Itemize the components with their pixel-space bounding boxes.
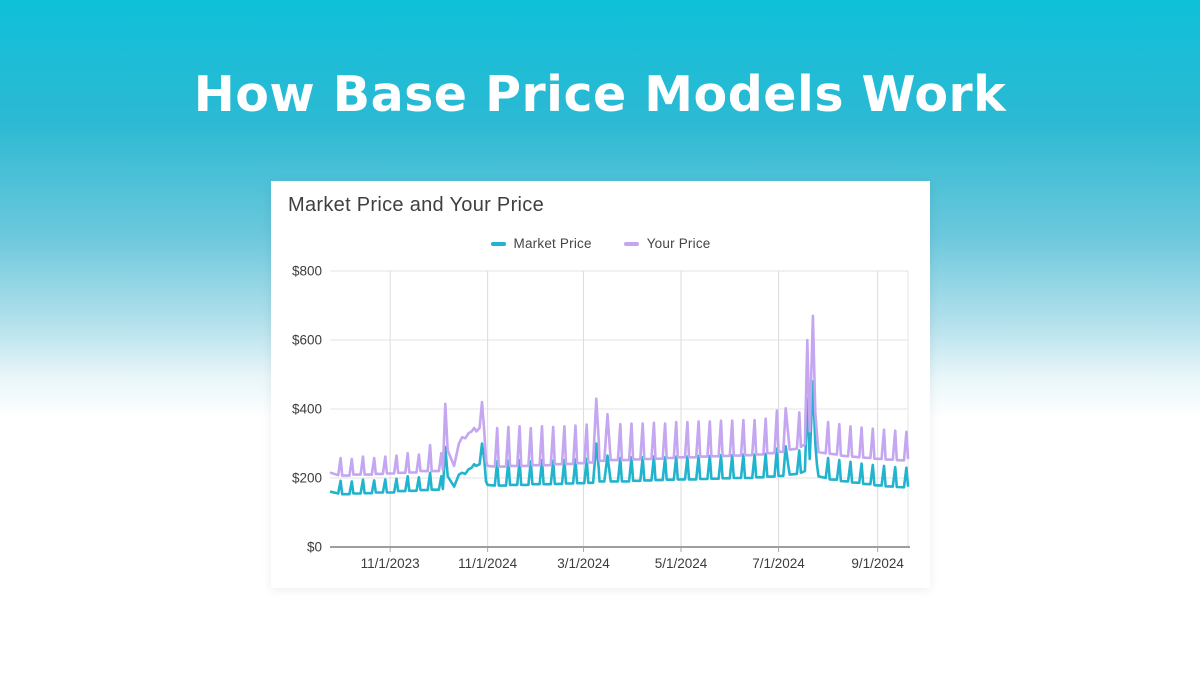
page-title: How Base Price Models Work <box>193 66 1007 123</box>
legend-item-market-price: Market Price <box>490 236 592 251</box>
legend-label-market-price: Market Price <box>513 236 592 251</box>
y-axis-label: $0 <box>307 540 322 555</box>
y-axis-label: $200 <box>292 471 322 486</box>
your-price-line <box>329 314 910 477</box>
price-line-chart: $0 $200 $400 $600 $800 11/1/2023 11/1/2024 3/1/… <box>292 264 910 571</box>
legend-label-your-price: Your Price <box>646 236 711 251</box>
x-axis-label: 7/1/2024 <box>752 556 805 571</box>
x-axis-label: 3/1/2024 <box>557 556 610 571</box>
x-axis-label: 9/1/2024 <box>851 556 904 571</box>
your-price-swatch-icon <box>623 241 639 246</box>
chart-card: Market Price and Your Price Market Price… <box>271 181 930 588</box>
x-axis-label: 5/1/2024 <box>655 556 708 571</box>
y-axis-label: $600 <box>292 333 322 348</box>
market-price-swatch-icon <box>490 241 506 246</box>
chart-legend: Market Price Your Price <box>271 236 930 251</box>
y-axis-label: $800 <box>292 264 322 279</box>
chart-title: Market Price and Your Price <box>288 194 545 216</box>
x-axis-label: 11/1/2024 <box>458 556 518 571</box>
market-price-line <box>329 380 910 496</box>
x-axis-label: 11/1/2023 <box>361 556 420 571</box>
legend-item-your-price: Your Price <box>623 236 711 251</box>
y-axis-label: $400 <box>292 402 322 417</box>
